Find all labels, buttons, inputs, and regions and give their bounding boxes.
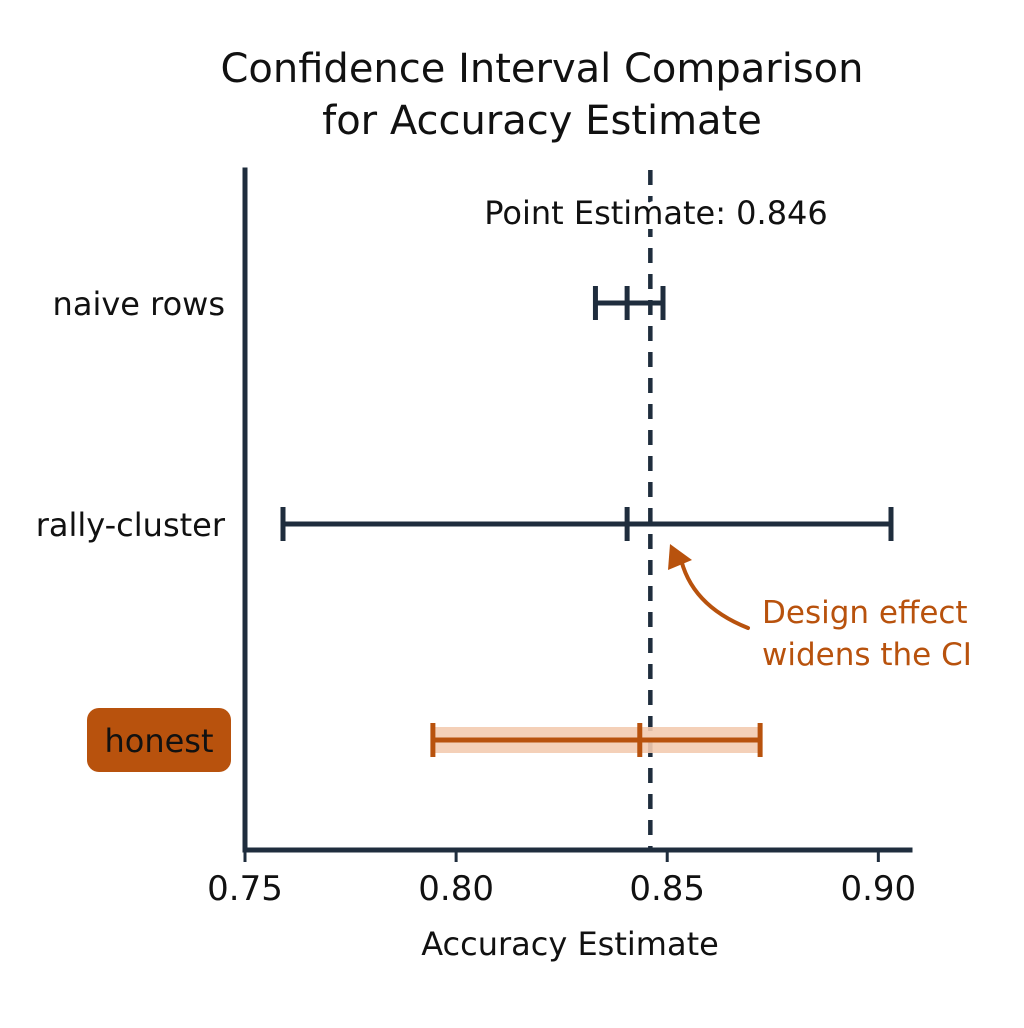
annotation-text-line: widens the CI [762,637,972,673]
category-label: naive rows [53,285,225,323]
annotation-arrowhead [668,544,692,570]
chart-title-line: for Accuracy Estimate [322,98,762,144]
chart-title-line: Confidence Interval Comparison [220,46,863,92]
category-badge [87,708,231,772]
annotation-text-line: Design effect [762,595,968,631]
x-axis-title: Accuracy Estimate [421,925,719,963]
axes: 0.75 0.80 0.85 0.90 Accuracy Estimate [207,167,916,963]
reference-line-group: Point Estimate: 0.846 [479,170,833,850]
category-labels: naive rows rally-cluster honest [36,285,231,772]
x-tick-label: 0.90 [840,869,916,909]
x-tick-label: 0.85 [629,869,705,909]
annotation-group: Design effect widens the CI [668,544,972,673]
category-label: honest [104,722,213,760]
x-tick-label: 0.80 [418,869,494,909]
annotation-arrow [678,553,750,630]
category-label: rally-cluster [36,506,226,544]
chart-title: Confidence Interval Comparison for Accura… [220,46,863,144]
x-tick-label: 0.75 [207,869,283,909]
point-estimate-label: Point Estimate: 0.846 [484,194,828,232]
ci-bar-rally-cluster [280,507,894,541]
series-group [280,286,894,757]
ci-bar-honest [430,723,763,757]
ci-bar-naive-rows [592,286,666,320]
